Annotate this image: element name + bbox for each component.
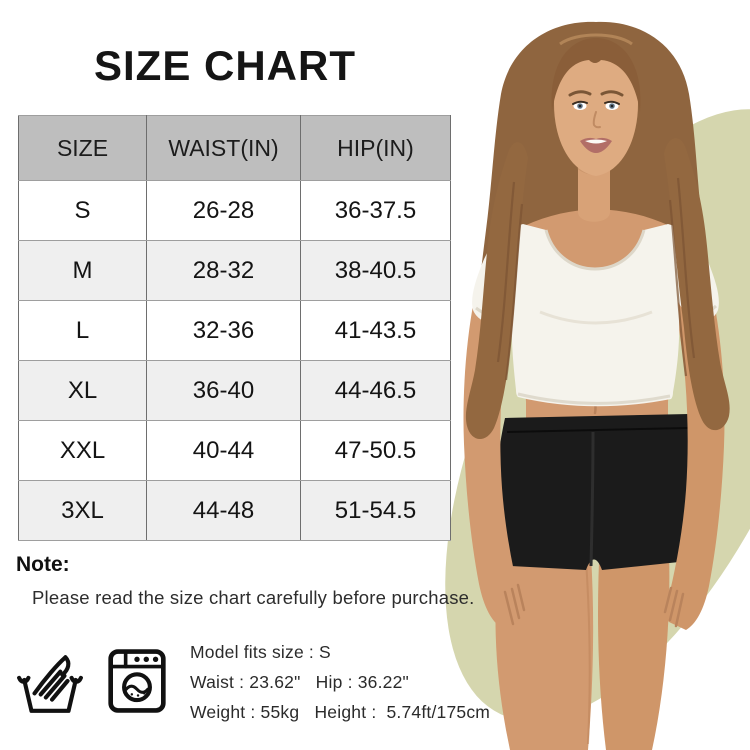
cell-hip: 44-46.5: [300, 360, 451, 421]
cell-waist: 32-36: [146, 300, 301, 361]
cell-size: L: [18, 300, 147, 361]
table-header-row: SIZE WAIST(IN) HIP(IN): [18, 115, 451, 181]
table-row: L 32-36 41-43.5: [18, 300, 451, 361]
cell-size: S: [18, 180, 147, 241]
table-row: 3XL 44-48 51-54.5: [18, 480, 451, 541]
cell-size: M: [18, 240, 147, 301]
cell-hip: 47-50.5: [300, 420, 451, 481]
header-waist: WAIST(IN): [146, 115, 301, 181]
cell-hip: 38-40.5: [300, 240, 451, 301]
cell-size: 3XL: [18, 480, 147, 541]
table-row: M 28-32 38-40.5: [18, 240, 451, 301]
cell-size: XXL: [18, 420, 147, 481]
hand-wash-icon: [17, 655, 83, 713]
cell-waist: 28-32: [146, 240, 301, 301]
table-row: XL 36-40 44-46.5: [18, 360, 451, 421]
cell-waist: 40-44: [146, 420, 301, 481]
cell-size: XL: [18, 360, 147, 421]
size-table: SIZE WAIST(IN) HIP(IN) S 26-28 36-37.5 M…: [18, 115, 451, 541]
table-row: S 26-28 36-37.5: [18, 180, 451, 241]
table-row: XXL 40-44 47-50.5: [18, 420, 451, 481]
cell-waist: 36-40: [146, 360, 301, 421]
header-hip: HIP(IN): [300, 115, 451, 181]
machine-wash-icon: [108, 649, 166, 713]
model-measurements: Waist : 23.62" Hip : 36.22": [190, 672, 409, 692]
model-fits-size: Model fits size : S: [190, 642, 331, 662]
cell-hip: 51-54.5: [300, 480, 451, 541]
cell-waist: 44-48: [146, 480, 301, 541]
note-label: Note:: [16, 553, 70, 576]
model-info: Model fits size : S Waist : 23.62" Hip :…: [190, 637, 490, 727]
header-size: SIZE: [18, 115, 147, 181]
note-text: Please read the size chart carefully bef…: [32, 587, 475, 608]
page-title: SIZE CHART: [94, 42, 356, 89]
cell-waist: 26-28: [146, 180, 301, 241]
cell-hip: 36-37.5: [300, 180, 451, 241]
cell-hip: 41-43.5: [300, 300, 451, 361]
model-figure: [463, 21, 730, 750]
model-body-stats: Weight : 55kg Height : 5.74ft/175cm: [190, 702, 491, 722]
